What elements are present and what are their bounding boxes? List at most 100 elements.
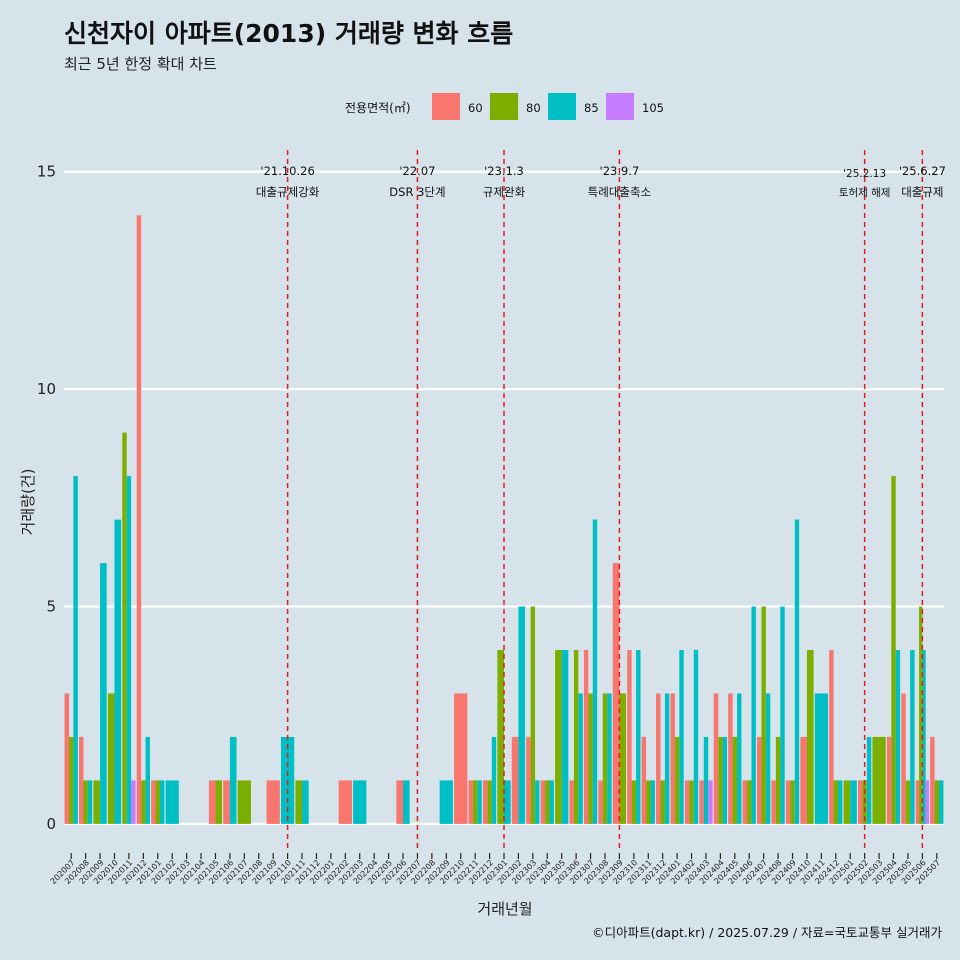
bar-85-202505[interactable]	[910, 650, 915, 824]
bar-60-202302[interactable]	[511, 736, 519, 824]
bar-60-202210[interactable]	[454, 693, 468, 824]
bar-80-202402[interactable]	[689, 780, 694, 824]
bar-60-202505[interactable]	[901, 693, 906, 824]
bar-85-202009[interactable]	[100, 563, 107, 824]
bar-80-202010[interactable]	[107, 693, 115, 824]
bar-105-202506[interactable]	[925, 780, 929, 824]
bar-80-202410[interactable]	[806, 650, 814, 824]
bar-60-202311[interactable]	[641, 736, 647, 824]
bar-60-202303[interactable]	[526, 736, 531, 824]
bar-60-202406[interactable]	[742, 780, 748, 824]
bar-85-202203[interactable]	[353, 780, 367, 824]
bar-105-202011[interactable]	[131, 780, 136, 824]
bar-80-202307[interactable]	[588, 693, 593, 824]
bar-85-202007[interactable]	[73, 476, 78, 824]
bar-60-202109[interactable]	[266, 780, 280, 824]
bar-80-202412[interactable]	[833, 780, 839, 824]
bar-60-202105[interactable]	[208, 780, 216, 824]
bar-60-202211[interactable]	[468, 780, 473, 824]
bar-85-202405[interactable]	[737, 693, 742, 824]
bar-80-202107[interactable]	[237, 780, 251, 824]
bar-85-202303[interactable]	[535, 780, 540, 824]
bar-80-202312[interactable]	[660, 780, 665, 824]
bar-80-202308[interactable]	[602, 693, 608, 824]
bar-60-202502[interactable]	[858, 780, 863, 824]
bar-60-202312[interactable]	[656, 693, 661, 824]
bar-105-202403[interactable]	[708, 780, 713, 824]
bar-85-202307[interactable]	[592, 519, 598, 824]
bar-85-202306[interactable]	[578, 693, 583, 824]
bar-80-202007[interactable]	[69, 736, 74, 824]
bar-80-202009[interactable]	[93, 780, 101, 824]
bar-80-202011[interactable]	[122, 432, 127, 824]
bar-85-202502[interactable]	[866, 736, 872, 824]
bar-85-202209[interactable]	[439, 780, 453, 824]
bar-80-202012[interactable]	[141, 780, 146, 824]
bar-60-202206[interactable]	[396, 780, 404, 824]
bar-60-202012[interactable]	[136, 215, 142, 824]
bar-80-202101[interactable]	[155, 780, 160, 824]
bar-85-202411[interactable]	[814, 693, 829, 824]
bar-60-202407[interactable]	[757, 736, 762, 824]
bar-80-202503[interactable]	[872, 736, 886, 824]
bar-60-202403[interactable]	[699, 780, 704, 824]
bar-60-202507[interactable]	[930, 736, 935, 824]
bar-85-202211[interactable]	[477, 780, 482, 824]
bar-85-202501[interactable]	[850, 780, 857, 824]
bar-60-202309[interactable]	[612, 563, 620, 824]
bar-80-202309[interactable]	[619, 693, 627, 824]
bar-60-202306[interactable]	[569, 780, 574, 824]
bar-85-202102[interactable]	[165, 780, 179, 824]
bar-85-202304[interactable]	[549, 780, 554, 824]
bar-85-202407[interactable]	[765, 693, 771, 824]
bar-80-202407[interactable]	[761, 606, 766, 824]
bar-60-202410[interactable]	[800, 736, 807, 824]
bar-85-202409[interactable]	[794, 519, 800, 824]
bar-85-202206[interactable]	[403, 780, 410, 824]
bar-60-202504[interactable]	[886, 736, 892, 824]
bar-85-202101[interactable]	[159, 780, 165, 824]
bar-85-202402[interactable]	[693, 650, 699, 824]
bar-60-202405[interactable]	[728, 693, 733, 824]
bar-80-202303[interactable]	[530, 606, 536, 824]
bar-60-202101[interactable]	[151, 780, 156, 824]
bar-80-202211[interactable]	[472, 780, 478, 824]
bar-60-202106[interactable]	[223, 780, 230, 824]
bar-85-202406[interactable]	[751, 606, 756, 824]
bar-60-202212[interactable]	[482, 780, 488, 824]
bar-60-202307[interactable]	[583, 650, 589, 824]
bar-85-202507[interactable]	[938, 780, 944, 824]
bar-80-202404[interactable]	[718, 736, 723, 824]
bar-80-202306[interactable]	[573, 650, 579, 824]
bar-80-202501[interactable]	[843, 780, 851, 824]
bar-60-202007[interactable]	[64, 693, 70, 824]
bar-85-202302[interactable]	[518, 606, 526, 824]
bar-60-202310[interactable]	[627, 650, 632, 824]
bar-85-202404[interactable]	[722, 736, 728, 824]
bar-80-202409[interactable]	[790, 780, 795, 824]
bar-60-202409[interactable]	[785, 780, 791, 824]
bar-85-202311[interactable]	[650, 780, 655, 824]
bar-85-202401[interactable]	[679, 650, 684, 824]
bar-85-202412[interactable]	[838, 780, 843, 824]
bar-85-202504[interactable]	[895, 650, 901, 824]
bar-85-202111[interactable]	[302, 780, 309, 824]
bar-60-202304[interactable]	[540, 780, 546, 824]
bar-80-202105[interactable]	[215, 780, 223, 824]
bar-80-202305[interactable]	[555, 650, 562, 824]
bar-60-202202[interactable]	[338, 780, 352, 824]
bar-85-202310[interactable]	[636, 650, 641, 824]
bar-85-202305[interactable]	[561, 650, 569, 824]
bar-80-202406[interactable]	[747, 780, 752, 824]
bar-60-202401[interactable]	[670, 693, 675, 824]
bar-80-202401[interactable]	[674, 736, 680, 824]
bar-80-202507[interactable]	[934, 780, 939, 824]
bar-85-202301[interactable]	[504, 780, 511, 824]
bar-80-202311[interactable]	[646, 780, 651, 824]
bar-85-202010[interactable]	[114, 519, 122, 824]
bar-60-202008[interactable]	[79, 736, 84, 824]
bar-85-202212[interactable]	[491, 736, 497, 824]
bar-60-202308[interactable]	[598, 780, 603, 824]
bar-85-202011[interactable]	[126, 476, 132, 824]
bar-85-202106[interactable]	[229, 736, 237, 824]
